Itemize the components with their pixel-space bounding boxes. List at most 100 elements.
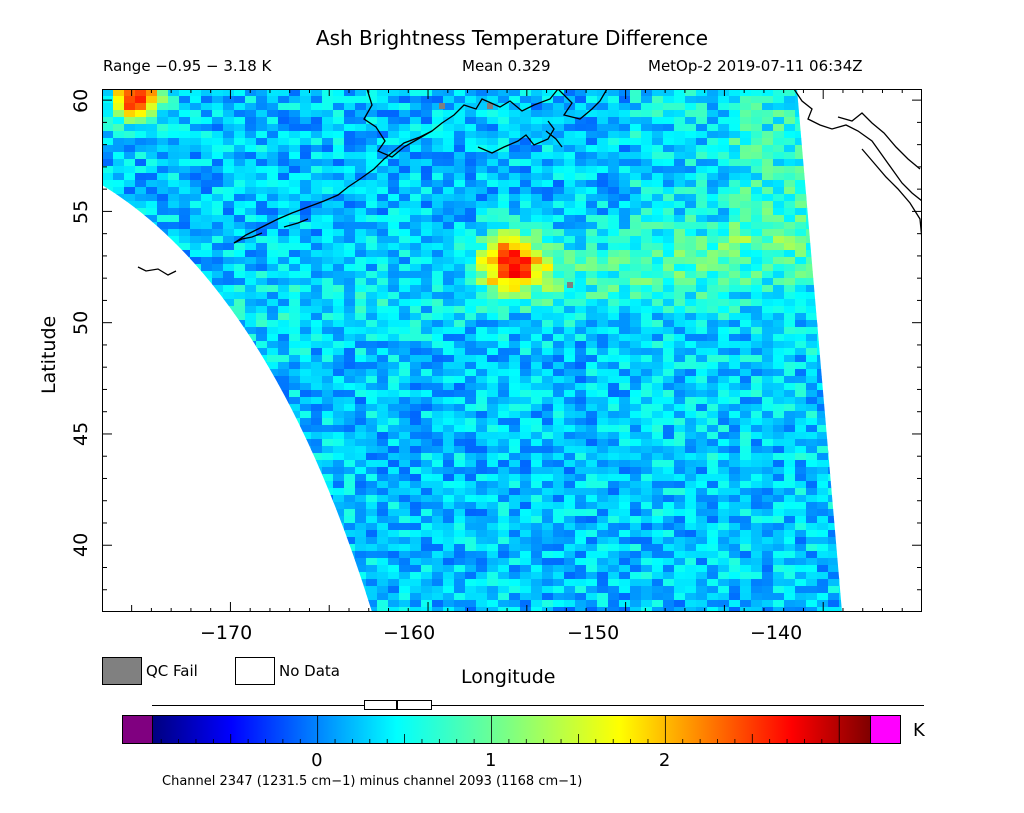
data-cell — [696, 425, 708, 433]
data-cell — [696, 383, 708, 391]
data-cell — [773, 544, 785, 552]
data-cell — [157, 285, 169, 293]
data-cell — [102, 369, 114, 377]
data-cell — [531, 131, 543, 139]
data-cell — [597, 215, 609, 223]
data-cell — [861, 348, 873, 356]
data-cell — [267, 236, 279, 244]
data-cell — [333, 467, 345, 475]
data-cell — [597, 103, 609, 111]
data-cell — [861, 404, 873, 412]
data-cell — [146, 390, 158, 398]
data-cell — [146, 502, 158, 510]
data-cell — [410, 474, 422, 482]
data-cell — [366, 530, 378, 538]
data-cell — [421, 194, 433, 202]
data-cell — [586, 432, 598, 440]
data-cell — [509, 432, 521, 440]
data-cell — [421, 208, 433, 216]
data-cell — [278, 159, 290, 167]
data-cell — [674, 201, 686, 209]
data-cell — [773, 180, 785, 188]
data-cell — [861, 166, 873, 174]
data-cell — [839, 103, 842, 111]
data-cell — [707, 278, 719, 286]
data-cell — [102, 446, 114, 454]
data-cell — [597, 453, 609, 461]
data-cell — [795, 369, 807, 377]
data-cell — [608, 418, 620, 426]
data-cell — [509, 124, 521, 132]
data-cell — [674, 110, 686, 118]
data-cell — [751, 390, 763, 398]
data-cell — [322, 327, 334, 335]
data-cell — [201, 397, 213, 405]
data-cell — [454, 243, 466, 251]
data-cell — [311, 138, 323, 146]
data-cell — [201, 117, 213, 125]
data-cell — [817, 229, 829, 237]
data-cell — [905, 166, 917, 174]
data-cell — [179, 446, 191, 454]
data-cell — [289, 89, 301, 97]
data-cell — [399, 341, 411, 349]
data-cell — [278, 250, 290, 258]
data-cell — [234, 509, 246, 517]
data-cell — [553, 404, 565, 412]
data-cell — [443, 397, 455, 405]
data-cell — [212, 145, 224, 153]
data-cell — [806, 306, 818, 314]
data-cell — [729, 292, 741, 300]
data-cell — [652, 103, 664, 111]
data-cell — [817, 159, 829, 167]
data-cell — [102, 194, 114, 202]
data-cell — [597, 537, 609, 545]
data-cell — [685, 467, 697, 475]
data-cell — [861, 271, 873, 279]
data-cell — [278, 544, 290, 552]
data-cell — [828, 131, 840, 139]
data-cell — [366, 397, 378, 405]
data-cell — [179, 173, 191, 181]
data-cell — [861, 173, 873, 181]
data-cell — [762, 264, 774, 272]
data-cell — [289, 250, 301, 258]
data-cell — [366, 159, 378, 167]
data-cell — [883, 320, 895, 328]
data-cell — [817, 285, 829, 293]
data-cell — [630, 152, 642, 160]
data-cell — [729, 383, 741, 391]
data-cell — [311, 215, 323, 223]
data-cell — [520, 495, 532, 503]
data-cell — [212, 313, 224, 321]
data-cell — [729, 481, 741, 489]
data-cell — [806, 369, 818, 377]
data-cell — [157, 334, 169, 342]
data-cell — [465, 229, 477, 237]
data-cell — [740, 222, 752, 230]
data-cell — [487, 390, 499, 398]
data-cell — [223, 166, 235, 174]
data-cell — [355, 509, 367, 517]
data-cell — [597, 404, 609, 412]
data-cell — [608, 306, 620, 314]
data-cell — [740, 166, 752, 174]
data-cell — [124, 530, 136, 538]
data-cell — [135, 117, 147, 125]
data-cell — [388, 390, 400, 398]
data-cell — [201, 439, 213, 447]
data-cell — [883, 243, 895, 251]
data-cell — [718, 236, 730, 244]
data-cell — [718, 271, 730, 279]
data-cell — [245, 418, 257, 426]
data-cell — [135, 495, 147, 503]
data-cell — [465, 131, 477, 139]
data-cell — [476, 243, 488, 251]
data-cell — [355, 383, 367, 391]
data-cell — [157, 383, 169, 391]
data-cell — [762, 362, 774, 370]
data-cell — [278, 89, 290, 97]
data-cell — [113, 229, 125, 237]
data-cell — [201, 446, 213, 454]
data-cell — [498, 271, 510, 279]
